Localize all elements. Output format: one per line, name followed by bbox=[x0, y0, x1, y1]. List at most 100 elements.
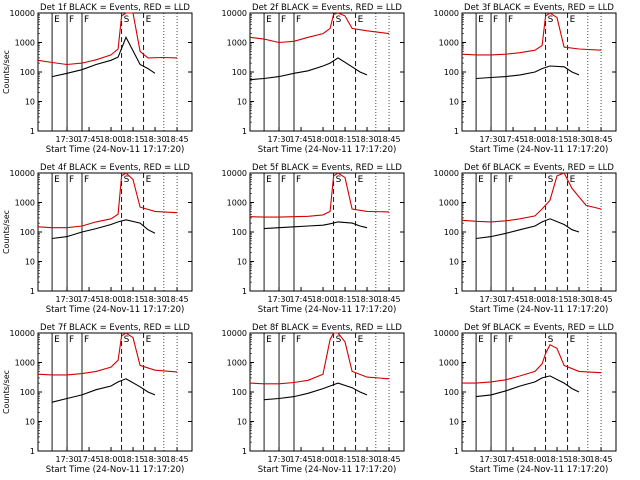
y-tick-label: 100 bbox=[20, 68, 35, 77]
x-tick-label: 17:30 bbox=[268, 295, 291, 304]
time-marker-label: S bbox=[124, 175, 130, 185]
plot-frame bbox=[461, 12, 617, 132]
x-tick-label: 18:15 bbox=[334, 135, 357, 144]
time-marker-label: S bbox=[336, 335, 342, 345]
y-tick-label: 100 bbox=[20, 228, 35, 237]
time-marker-label: E bbox=[478, 175, 484, 185]
x-tick-label: 18:00 bbox=[524, 295, 547, 304]
series-lld-line bbox=[462, 343, 602, 384]
panel-title: Det 6f BLACK = Events, RED = LLD bbox=[464, 163, 614, 173]
y-axis-label: Counts/sec bbox=[2, 210, 11, 254]
time-marker-label: F bbox=[84, 175, 89, 185]
x-tick-label: 17:45 bbox=[290, 455, 313, 464]
time-marker-label: F bbox=[281, 175, 286, 185]
y-tick-label: 10 bbox=[449, 418, 459, 427]
x-tick-label: 18:45 bbox=[590, 295, 613, 304]
x-tick-label: 18:30 bbox=[568, 455, 591, 464]
x-tick-label: 18:15 bbox=[546, 295, 569, 304]
y-tick-label: 1 bbox=[454, 287, 459, 296]
x-tick-label: 18:00 bbox=[312, 455, 335, 464]
series-events-line bbox=[476, 375, 580, 398]
x-tick-label: 18:30 bbox=[144, 295, 167, 304]
x-tick-label: 18:30 bbox=[144, 135, 167, 144]
time-marker-label: E bbox=[358, 175, 364, 185]
time-marker-label: F bbox=[508, 175, 513, 185]
y-tick-label: 100 bbox=[232, 68, 247, 77]
y-tick-label: 1 bbox=[242, 127, 247, 136]
y-tick-label: 1000 bbox=[439, 199, 459, 208]
time-marker-label: E bbox=[54, 15, 60, 25]
series-lld-line bbox=[37, 12, 178, 66]
y-tick-label: 100 bbox=[444, 228, 459, 237]
x-tick-label: 18:45 bbox=[590, 135, 613, 144]
x-axis-label: Start Time (24-Nov-11 17:17:20) bbox=[470, 305, 609, 315]
x-tick-label: 17:45 bbox=[290, 135, 313, 144]
y-tick-label: 10000 bbox=[434, 9, 459, 18]
plot-frame bbox=[37, 172, 193, 292]
time-marker-label: F bbox=[508, 15, 513, 25]
x-axis-label: Start Time (24-Nov-11 17:17:20) bbox=[258, 145, 397, 155]
x-tick-label: 17:45 bbox=[502, 295, 525, 304]
x-tick-label: 18:30 bbox=[568, 135, 591, 144]
time-marker-label: E bbox=[478, 335, 484, 345]
series-lld-line bbox=[249, 172, 390, 218]
x-tick-label: 18:00 bbox=[524, 455, 547, 464]
x-axis-label: Start Time (24-Nov-11 17:17:20) bbox=[46, 145, 185, 155]
y-tick-label: 10000 bbox=[434, 169, 459, 178]
y-tick-label: 1 bbox=[454, 447, 459, 456]
x-tick-label: 18:45 bbox=[166, 455, 189, 464]
x-tick-label: 18:45 bbox=[166, 295, 189, 304]
x-tick-label: 17:30 bbox=[480, 135, 503, 144]
x-tick-label: 18:30 bbox=[356, 295, 379, 304]
time-marker-label: E bbox=[146, 335, 152, 345]
time-marker-label: S bbox=[548, 15, 554, 25]
y-tick-label: 10000 bbox=[222, 9, 247, 18]
series-events-line bbox=[476, 218, 580, 240]
x-tick-label: 17:30 bbox=[268, 135, 291, 144]
x-axis-label: Start Time (24-Nov-11 17:17:20) bbox=[46, 465, 185, 475]
x-tick-label: 18:45 bbox=[378, 295, 401, 304]
x-axis-label: Start Time (24-Nov-11 17:17:20) bbox=[470, 145, 609, 155]
time-marker-label: E bbox=[266, 335, 272, 345]
series-events-line bbox=[52, 219, 156, 240]
x-tick-label: 18:30 bbox=[568, 295, 591, 304]
series-lld-line bbox=[37, 172, 178, 229]
x-axis-label: Start Time (24-Nov-11 17:17:20) bbox=[46, 305, 185, 315]
x-tick-label: 18:15 bbox=[122, 455, 145, 464]
time-marker-label: F bbox=[281, 15, 286, 25]
x-tick-label: 18:15 bbox=[334, 295, 357, 304]
panel-title: Det 5f BLACK = Events, RED = LLD bbox=[252, 163, 402, 173]
panel-title: Det 7f BLACK = Events, RED = LLD bbox=[40, 323, 190, 333]
time-marker-label: E bbox=[266, 175, 272, 185]
time-marker-label: F bbox=[493, 335, 498, 345]
x-tick-label: 18:30 bbox=[356, 135, 379, 144]
time-marker-label: E bbox=[570, 335, 576, 345]
time-marker-label: F bbox=[493, 15, 498, 25]
time-marker-label: F bbox=[281, 335, 286, 345]
y-tick-label: 100 bbox=[20, 388, 35, 397]
time-marker-label: S bbox=[548, 335, 554, 345]
plot-frame bbox=[461, 172, 617, 292]
y-tick-label: 100 bbox=[232, 228, 247, 237]
series-events-line bbox=[476, 65, 580, 80]
y-tick-label: 1000 bbox=[15, 39, 35, 48]
panel-title: Det 3f BLACK = Events, RED = LLD bbox=[464, 3, 614, 13]
y-tick-label: 1 bbox=[30, 447, 35, 456]
x-axis-label: Start Time (24-Nov-11 17:17:20) bbox=[470, 465, 609, 475]
panel-title: Det 4f BLACK = Events, RED = LLD bbox=[40, 163, 190, 173]
plot-frame bbox=[37, 332, 193, 452]
time-marker-label: F bbox=[493, 175, 498, 185]
time-marker-label: E bbox=[358, 15, 364, 25]
y-tick-label: 1 bbox=[30, 287, 35, 296]
x-tick-label: 17:45 bbox=[502, 135, 525, 144]
y-tick-label: 1000 bbox=[15, 359, 35, 368]
x-tick-label: 18:00 bbox=[100, 295, 123, 304]
time-marker-label: F bbox=[84, 15, 89, 25]
x-tick-label: 18:00 bbox=[524, 135, 547, 144]
series-events-line bbox=[264, 382, 368, 401]
series-lld-line bbox=[461, 12, 602, 56]
time-marker-label: F bbox=[508, 335, 513, 345]
y-tick-label: 1000 bbox=[227, 359, 247, 368]
